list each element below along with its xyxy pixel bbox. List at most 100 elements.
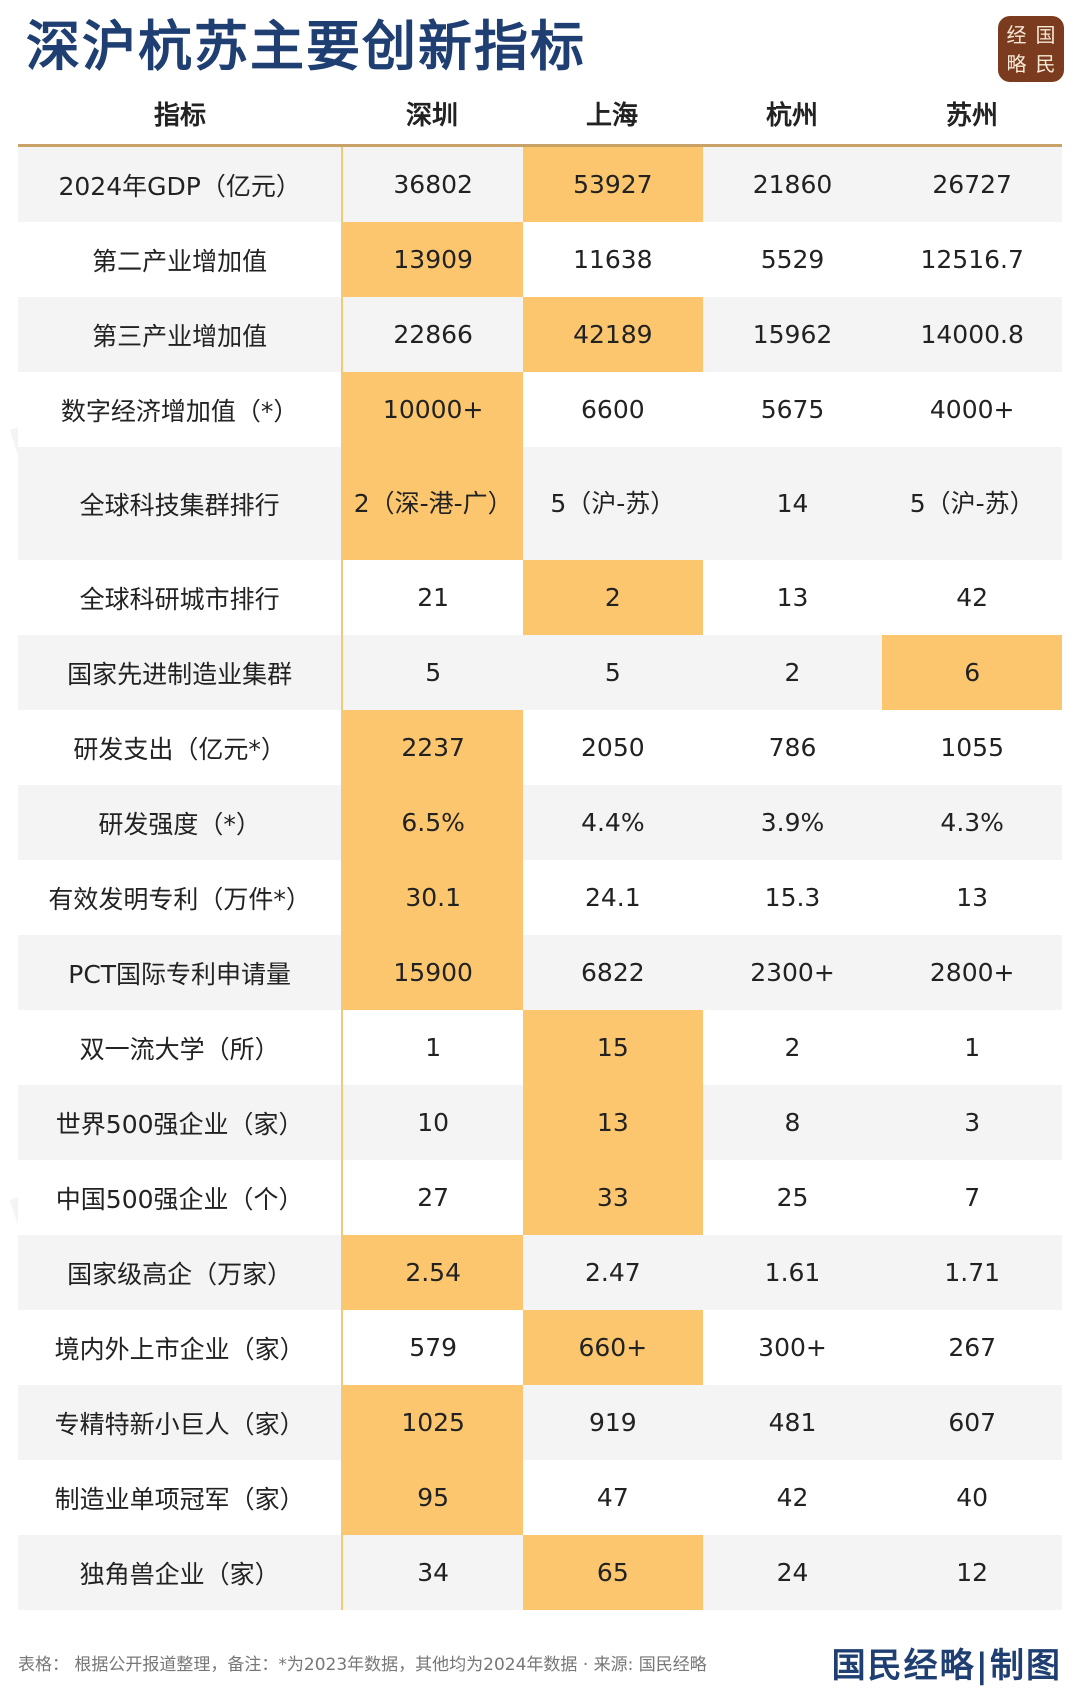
logo-char: 国 bbox=[1035, 22, 1056, 47]
row-label: 第二产业增加值 bbox=[18, 222, 344, 297]
footer-brand: 国民经略|制图 bbox=[831, 1645, 1062, 1686]
table-cell: 1.71 bbox=[882, 1235, 1063, 1310]
table-cell: 6822 bbox=[523, 935, 703, 1010]
table-row: 第三产业增加值 22866 42189 15962 14000.8 bbox=[18, 297, 1063, 372]
row-label: 全球科技集群排行 bbox=[18, 447, 344, 560]
table-cell: 10 bbox=[343, 1085, 523, 1160]
table-cell: 36802 bbox=[343, 147, 523, 222]
table-cell: 1.61 bbox=[702, 1235, 883, 1310]
table-cell: 25 bbox=[702, 1160, 883, 1235]
highlighted-cell: 2.54 bbox=[343, 1235, 523, 1310]
highlighted-cell: 30.1 bbox=[343, 860, 523, 935]
table-cell: 7 bbox=[882, 1160, 1063, 1235]
table-cell: 4.4% bbox=[523, 785, 703, 860]
highlighted-cell: 2（深-港-广） bbox=[343, 447, 523, 560]
footer-note: 表格： 根据公开报道整理，备注：*为2023年数据，其他均为2024年数据 · … bbox=[18, 1654, 707, 1675]
table-cell: 300+ bbox=[702, 1310, 883, 1385]
table-cell: 5675 bbox=[702, 372, 883, 447]
highlighted-cell: 42189 bbox=[523, 297, 703, 372]
table-cell: 11638 bbox=[523, 222, 703, 297]
table-cell: 481 bbox=[702, 1385, 883, 1460]
table-cell: 4000+ bbox=[882, 372, 1063, 447]
row-label: 研发强度（*） bbox=[18, 785, 344, 860]
highlighted-cell: 15 bbox=[523, 1010, 703, 1085]
table-cell: 786 bbox=[702, 710, 883, 785]
row-label: 数字经济增加值（*） bbox=[18, 372, 344, 447]
table-cell: 15.3 bbox=[702, 860, 883, 935]
table-cell: 267 bbox=[882, 1310, 1063, 1385]
row-label: 专精特新小巨人（家） bbox=[18, 1385, 344, 1460]
table-cell: 5（沪-苏） bbox=[882, 447, 1063, 560]
table-row: 专精特新小巨人（家） 1025 919 481 607 bbox=[18, 1385, 1063, 1460]
header-city: 上海 bbox=[585, 100, 638, 131]
table-cell: 2 bbox=[702, 635, 883, 710]
table-row: 研发强度（*） 6.5% 4.4% 3.9% 4.3% bbox=[18, 785, 1063, 860]
header-city: 深圳 bbox=[405, 100, 458, 131]
highlighted-cell: 660+ bbox=[523, 1310, 703, 1385]
logo-char: 民 bbox=[1035, 51, 1056, 76]
table-cell: 40 bbox=[882, 1460, 1063, 1535]
table-row: 第二产业增加值 13909 11638 5529 12516.7 bbox=[18, 222, 1063, 297]
table-row: 世界500强企业（家） 10 13 8 3 bbox=[18, 1085, 1063, 1160]
row-label: 国家先进制造业集群 bbox=[18, 635, 344, 710]
table-cell: 24.1 bbox=[523, 860, 703, 935]
table-cell: 5 bbox=[523, 635, 703, 710]
logo-char: 略 bbox=[1006, 51, 1027, 76]
highlighted-cell: 65 bbox=[523, 1535, 703, 1610]
logo: 经 国 略 民 bbox=[998, 16, 1064, 82]
table-row: 制造业单项冠军（家） 95 47 42 40 bbox=[18, 1460, 1063, 1535]
table-cell: 2.47 bbox=[523, 1235, 703, 1310]
row-label: 第三产业增加值 bbox=[18, 297, 344, 372]
table-cell: 42 bbox=[882, 560, 1063, 635]
highlighted-cell: 2237 bbox=[343, 710, 523, 785]
table-cell: 2800+ bbox=[882, 935, 1063, 1010]
table-row: 2024年GDP（亿元） 36802 53927 21860 26727 bbox=[18, 147, 1063, 222]
table-row: 国家先进制造业集群 5 5 2 6 bbox=[18, 635, 1063, 710]
row-label: 制造业单项冠军（家） bbox=[18, 1460, 344, 1535]
row-label: 全球科研城市排行 bbox=[18, 560, 344, 635]
table-cell: 26727 bbox=[882, 147, 1063, 222]
header-city: 苏州 bbox=[945, 100, 998, 131]
table-cell: 21860 bbox=[702, 147, 883, 222]
row-label: 双一流大学（所） bbox=[18, 1010, 344, 1085]
table-cell: 6600 bbox=[523, 372, 703, 447]
header-city: 杭州 bbox=[765, 100, 818, 131]
table-cell: 2 bbox=[702, 1010, 883, 1085]
highlighted-cell: 1025 bbox=[343, 1385, 523, 1460]
row-label: 研发支出（亿元*） bbox=[18, 710, 344, 785]
table-cell: 4.3% bbox=[882, 785, 1063, 860]
table-cell: 13 bbox=[882, 860, 1063, 935]
row-label: 有效发明专利（万件*） bbox=[18, 860, 344, 935]
table-header: 指标 深圳 上海 杭州 苏州 bbox=[18, 82, 1062, 147]
table-row: 全球科研城市排行 21 2 13 42 bbox=[18, 560, 1063, 635]
table-cell: 42 bbox=[702, 1460, 883, 1535]
logo-char: 经 bbox=[1006, 22, 1027, 47]
highlighted-cell: 10000+ bbox=[343, 372, 523, 447]
table-row: 国家级高企（万家） 2.54 2.47 1.61 1.71 bbox=[18, 1235, 1063, 1310]
table-cell: 8 bbox=[702, 1085, 883, 1160]
table-cell: 21 bbox=[343, 560, 523, 635]
table-row: 独角兽企业（家） 34 65 24 12 bbox=[18, 1535, 1063, 1610]
table-cell: 5（沪-苏） bbox=[523, 447, 703, 560]
highlighted-cell: 53927 bbox=[523, 147, 703, 222]
table-row: PCT国际专利申请量 15900 6822 2300+ 2800+ bbox=[18, 935, 1063, 1010]
highlighted-cell: 33 bbox=[523, 1160, 703, 1235]
table-cell: 3 bbox=[882, 1085, 1063, 1160]
table-cell: 1 bbox=[882, 1010, 1063, 1085]
highlighted-cell: 15900 bbox=[343, 935, 523, 1010]
table-cell: 34 bbox=[343, 1535, 523, 1610]
table-cell: 1 bbox=[343, 1010, 523, 1085]
table-row: 数字经济增加值（*） 10000+ 6600 5675 4000+ bbox=[18, 372, 1063, 447]
table-cell: 13 bbox=[702, 560, 883, 635]
highlighted-cell: 6 bbox=[882, 635, 1063, 710]
table-cell: 3.9% bbox=[702, 785, 883, 860]
highlighted-cell: 2 bbox=[523, 560, 703, 635]
row-label: 2024年GDP（亿元） bbox=[18, 147, 344, 222]
row-label: 世界500强企业（家） bbox=[18, 1085, 344, 1160]
page-title: 深沪杭苏主要创新指标 bbox=[26, 15, 586, 78]
table-row: 境内外上市企业（家） 579 660+ 300+ 267 bbox=[18, 1310, 1063, 1385]
table-row: 有效发明专利（万件*） 30.1 24.1 15.3 13 bbox=[18, 860, 1063, 935]
row-label: PCT国际专利申请量 bbox=[18, 935, 344, 1010]
table-cell: 12 bbox=[882, 1535, 1063, 1610]
table-cell: 2050 bbox=[523, 710, 703, 785]
